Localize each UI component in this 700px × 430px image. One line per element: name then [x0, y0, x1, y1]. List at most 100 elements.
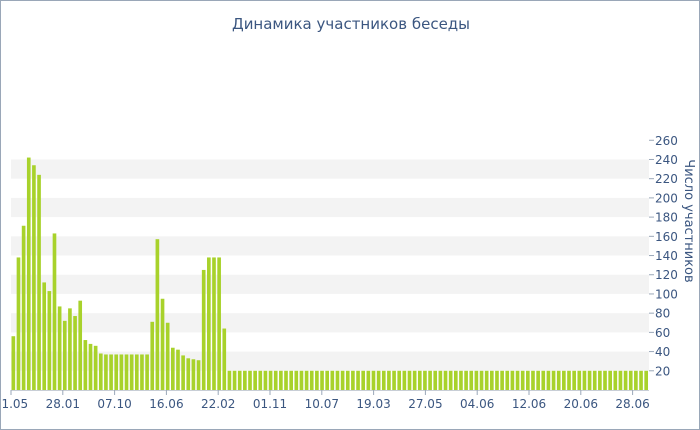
- bar: [222, 328, 227, 390]
- bar: [57, 306, 62, 390]
- bar: [98, 353, 103, 390]
- y-tick-label: 40: [655, 345, 670, 359]
- bar: [140, 354, 144, 390]
- y-tick-label: 240: [655, 153, 678, 167]
- bar: [407, 370, 412, 390]
- bar: [273, 370, 278, 390]
- grid-band: [11, 274, 649, 294]
- x-tick-label: 28.01: [46, 397, 80, 411]
- bar: [186, 358, 191, 390]
- bar: [330, 370, 335, 390]
- bar: [453, 370, 458, 390]
- bar: [644, 370, 648, 390]
- bar: [474, 370, 479, 390]
- y-tick-label: 220: [655, 172, 678, 186]
- bar: [345, 370, 350, 390]
- bar: [335, 370, 340, 390]
- x-tick-label: 04.06: [460, 397, 494, 411]
- bar: [402, 370, 407, 390]
- bar: [448, 370, 453, 390]
- bar: [598, 370, 602, 390]
- x-tick-label: 22.02: [201, 397, 235, 411]
- bar: [37, 174, 41, 390]
- y-tick-label: 20: [655, 364, 670, 378]
- bar: [608, 370, 612, 390]
- bar: [253, 370, 257, 390]
- grid-band: [11, 313, 649, 333]
- y-tick-label: 160: [655, 230, 678, 244]
- bar: [618, 370, 623, 390]
- bar: [191, 359, 196, 390]
- bar: [634, 370, 638, 390]
- bar: [361, 370, 366, 390]
- bar: [531, 370, 535, 390]
- bar: [577, 370, 582, 390]
- bar: [68, 308, 72, 390]
- bar: [201, 269, 206, 390]
- bar: [628, 370, 633, 390]
- bar: [150, 321, 155, 390]
- bar: [119, 354, 124, 390]
- bar: [356, 370, 360, 390]
- bar: [155, 239, 160, 390]
- bar: [623, 370, 628, 390]
- chart-title: Динамика участников беседы: [231, 15, 471, 33]
- bar: [433, 370, 438, 390]
- bar: [237, 370, 242, 390]
- bar: [304, 370, 309, 390]
- bar: [217, 257, 221, 390]
- bar: [500, 370, 504, 390]
- bar: [16, 257, 21, 390]
- bar: [227, 370, 232, 390]
- bar: [340, 370, 345, 390]
- x-tick-label: 10.07: [305, 397, 339, 411]
- bar: [484, 370, 489, 390]
- bar: [207, 257, 211, 390]
- bar: [592, 370, 597, 390]
- bar: [515, 370, 520, 390]
- bar: [73, 316, 77, 390]
- bar: [109, 354, 113, 390]
- bar: [479, 370, 484, 390]
- bar: [258, 370, 263, 390]
- bar: [124, 354, 129, 390]
- bar: [248, 370, 252, 390]
- y-tick-label: 120: [655, 268, 678, 282]
- bar: [78, 300, 83, 390]
- bar: [412, 370, 417, 390]
- bar: [464, 370, 468, 390]
- bar: [165, 322, 170, 390]
- bar: [587, 370, 592, 390]
- bar: [263, 370, 268, 390]
- bar: [572, 370, 576, 390]
- bar: [232, 370, 237, 390]
- bar: [62, 320, 67, 390]
- bar: [145, 354, 149, 390]
- x-tick-label: 28.06: [615, 397, 649, 411]
- bar: [459, 370, 463, 390]
- bar: [392, 370, 396, 390]
- bar: [366, 370, 371, 390]
- bar: [417, 370, 422, 390]
- bar: [556, 370, 561, 390]
- bar: [299, 370, 304, 390]
- bar: [536, 370, 540, 390]
- grid-band: [11, 351, 649, 371]
- bar: [505, 370, 510, 390]
- bar: [294, 370, 299, 390]
- bar: [613, 370, 618, 390]
- bar: [268, 370, 273, 390]
- bar: [551, 370, 556, 390]
- x-tick-label: 12.06: [512, 397, 546, 411]
- bar: [490, 370, 494, 390]
- y-tick-label: 180: [655, 211, 678, 225]
- y-tick-label: 260: [655, 134, 678, 148]
- x-tick-label: 01.11: [253, 397, 287, 411]
- bar: [423, 370, 427, 390]
- bar: [351, 370, 355, 390]
- bar: [510, 370, 515, 390]
- bar: [309, 370, 314, 390]
- bar: [52, 233, 57, 390]
